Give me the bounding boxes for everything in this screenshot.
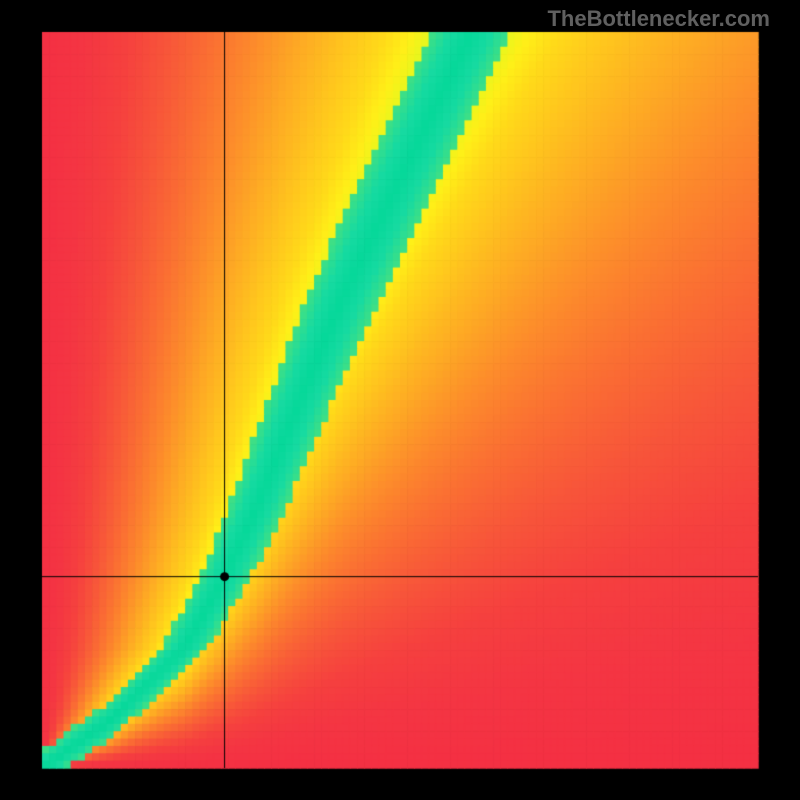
chart-container: { "watermark": { "text": "TheBottlenecke… <box>0 0 800 800</box>
heatmap-canvas <box>0 0 800 800</box>
watermark-text: TheBottlenecker.com <box>547 6 770 32</box>
